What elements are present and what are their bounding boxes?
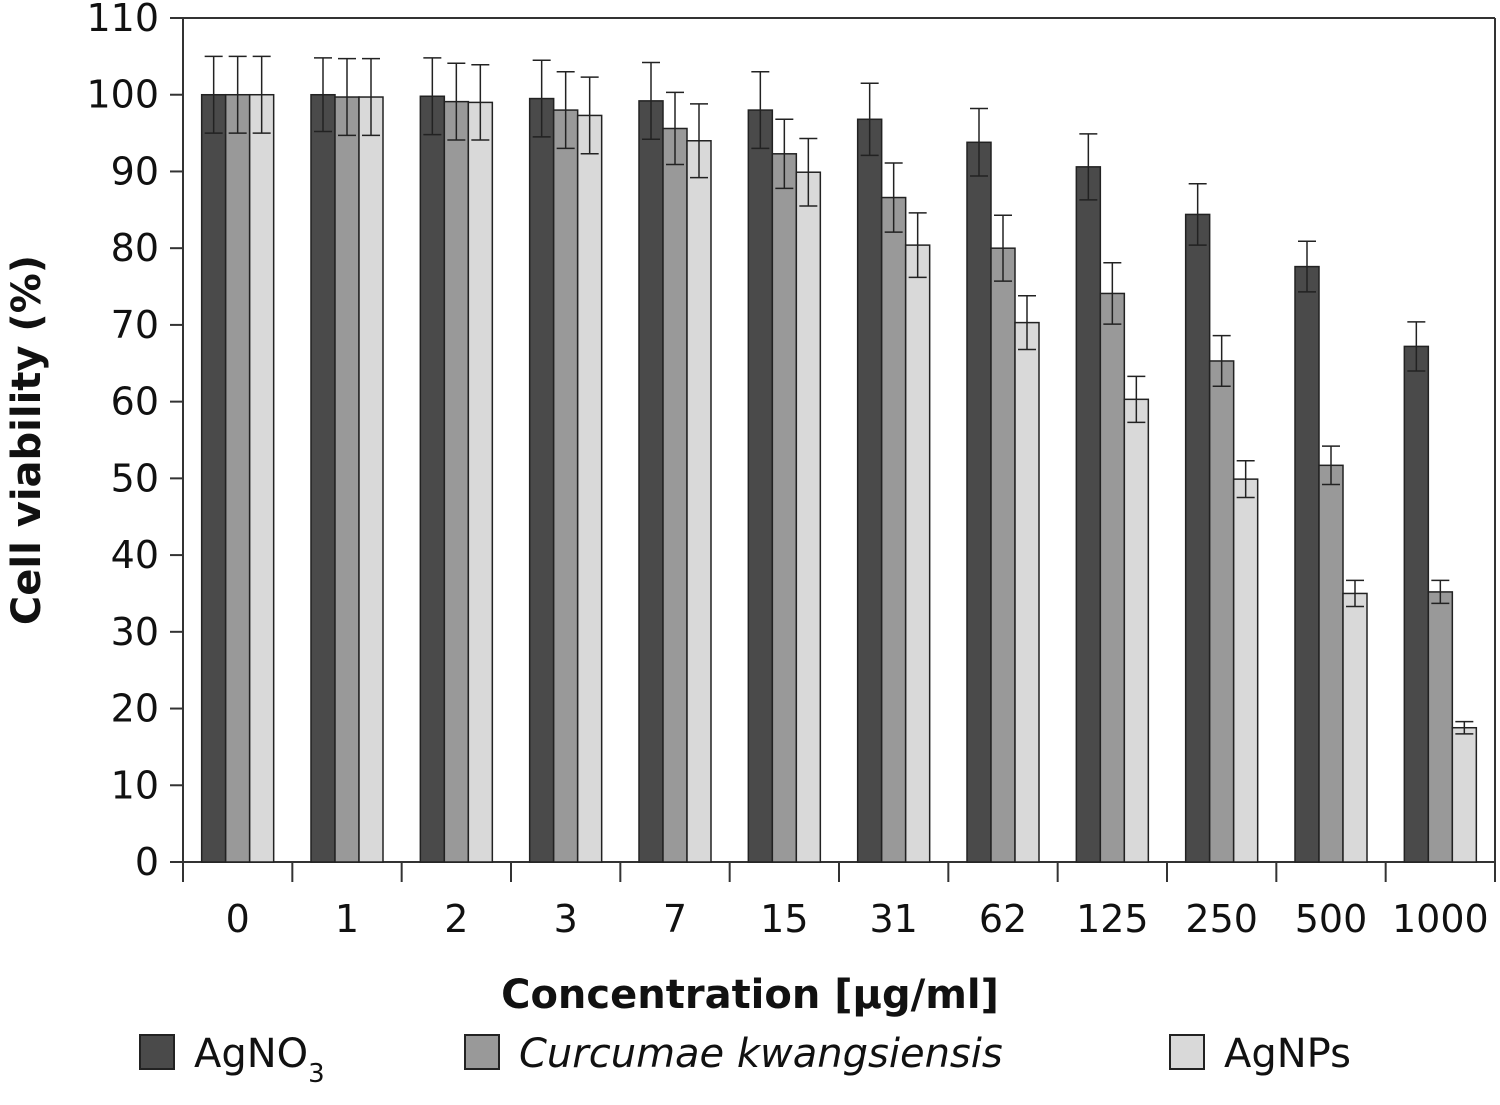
y-tick-label: 20 (111, 687, 159, 731)
x-tick-label: 31 (869, 897, 917, 941)
x-tick-label: 7 (663, 897, 687, 941)
error-bars (204, 55, 1474, 735)
bar (1232, 478, 1259, 863)
x-tick-label: 0 (226, 897, 250, 941)
bar (1318, 464, 1344, 863)
y-tick-label: 40 (111, 533, 159, 577)
bar (904, 244, 931, 863)
bar (1123, 398, 1150, 863)
bar (795, 171, 822, 863)
bar (419, 95, 446, 863)
legend-label: Curcumae kwangsiensis (519, 1031, 1003, 1077)
bar (1014, 321, 1040, 863)
bar (747, 109, 774, 863)
bar (334, 96, 360, 863)
x-tick-label: 62 (979, 897, 1027, 941)
bar (528, 97, 555, 863)
bar (310, 93, 336, 863)
y-tick-label: 30 (111, 610, 159, 654)
legend-label: AgNPs (1224, 1031, 1351, 1077)
y-tick-label: 70 (111, 303, 159, 347)
x-tick-label: 250 (1185, 897, 1258, 941)
bar (966, 141, 992, 863)
x-tick-label: 2 (444, 897, 468, 941)
y-tick-label: 80 (111, 226, 159, 270)
bar (200, 93, 227, 863)
x-tick-label: 1 (335, 897, 359, 941)
bar (443, 100, 470, 863)
tick-labels: 0 10 20 30 40 50 60 70 80 90 100 110 0 1 2 3 7 15 31 62 125 2… (86, 0, 1488, 941)
y-tick-label: 10 (111, 763, 159, 807)
bar (771, 153, 798, 863)
bar (1208, 360, 1235, 863)
y-tick-label: 100 (86, 73, 159, 117)
y-tick-label: 50 (111, 456, 159, 500)
bar (1427, 591, 1454, 863)
y-tick-label: 60 (111, 380, 159, 424)
bar (224, 93, 251, 863)
y-axis-title: Cell viability (%) (4, 255, 50, 625)
bars (200, 93, 1478, 863)
bar (1075, 166, 1102, 863)
bar (552, 109, 579, 863)
bar (358, 96, 384, 863)
legend-swatch (1169, 1034, 1205, 1070)
bar (990, 247, 1016, 863)
bar (686, 140, 712, 863)
legend-label: AgNO3 (194, 1031, 325, 1089)
bar (638, 100, 664, 863)
legend-swatch (464, 1034, 500, 1070)
y-tick-label: 90 (111, 149, 159, 193)
bar (856, 118, 883, 863)
bar (1294, 265, 1320, 863)
x-axis-title: Concentration [µg/ml] (501, 972, 999, 1018)
x-tick-label: 15 (760, 897, 808, 941)
axes (170, 17, 1496, 882)
bar (576, 114, 603, 863)
bar (880, 196, 907, 863)
bar (1342, 592, 1368, 863)
bar (1451, 726, 1478, 863)
x-tick-label: 1000 (1392, 897, 1489, 941)
bar (662, 127, 688, 863)
bar (1403, 345, 1430, 863)
x-tick-label: 125 (1076, 897, 1149, 941)
legend: AgNO3 Curcumae kwangsiensis AgNPs (139, 1031, 1351, 1089)
y-tick-label: 110 (86, 0, 159, 40)
x-tick-label: 500 (1295, 897, 1368, 941)
y-tick-label: 0 (135, 840, 159, 884)
bar (248, 93, 275, 863)
legend-swatch (139, 1034, 175, 1070)
bar (467, 101, 494, 863)
bar (1184, 213, 1211, 863)
x-tick-label: 3 (554, 897, 578, 941)
bar (1099, 292, 1126, 863)
